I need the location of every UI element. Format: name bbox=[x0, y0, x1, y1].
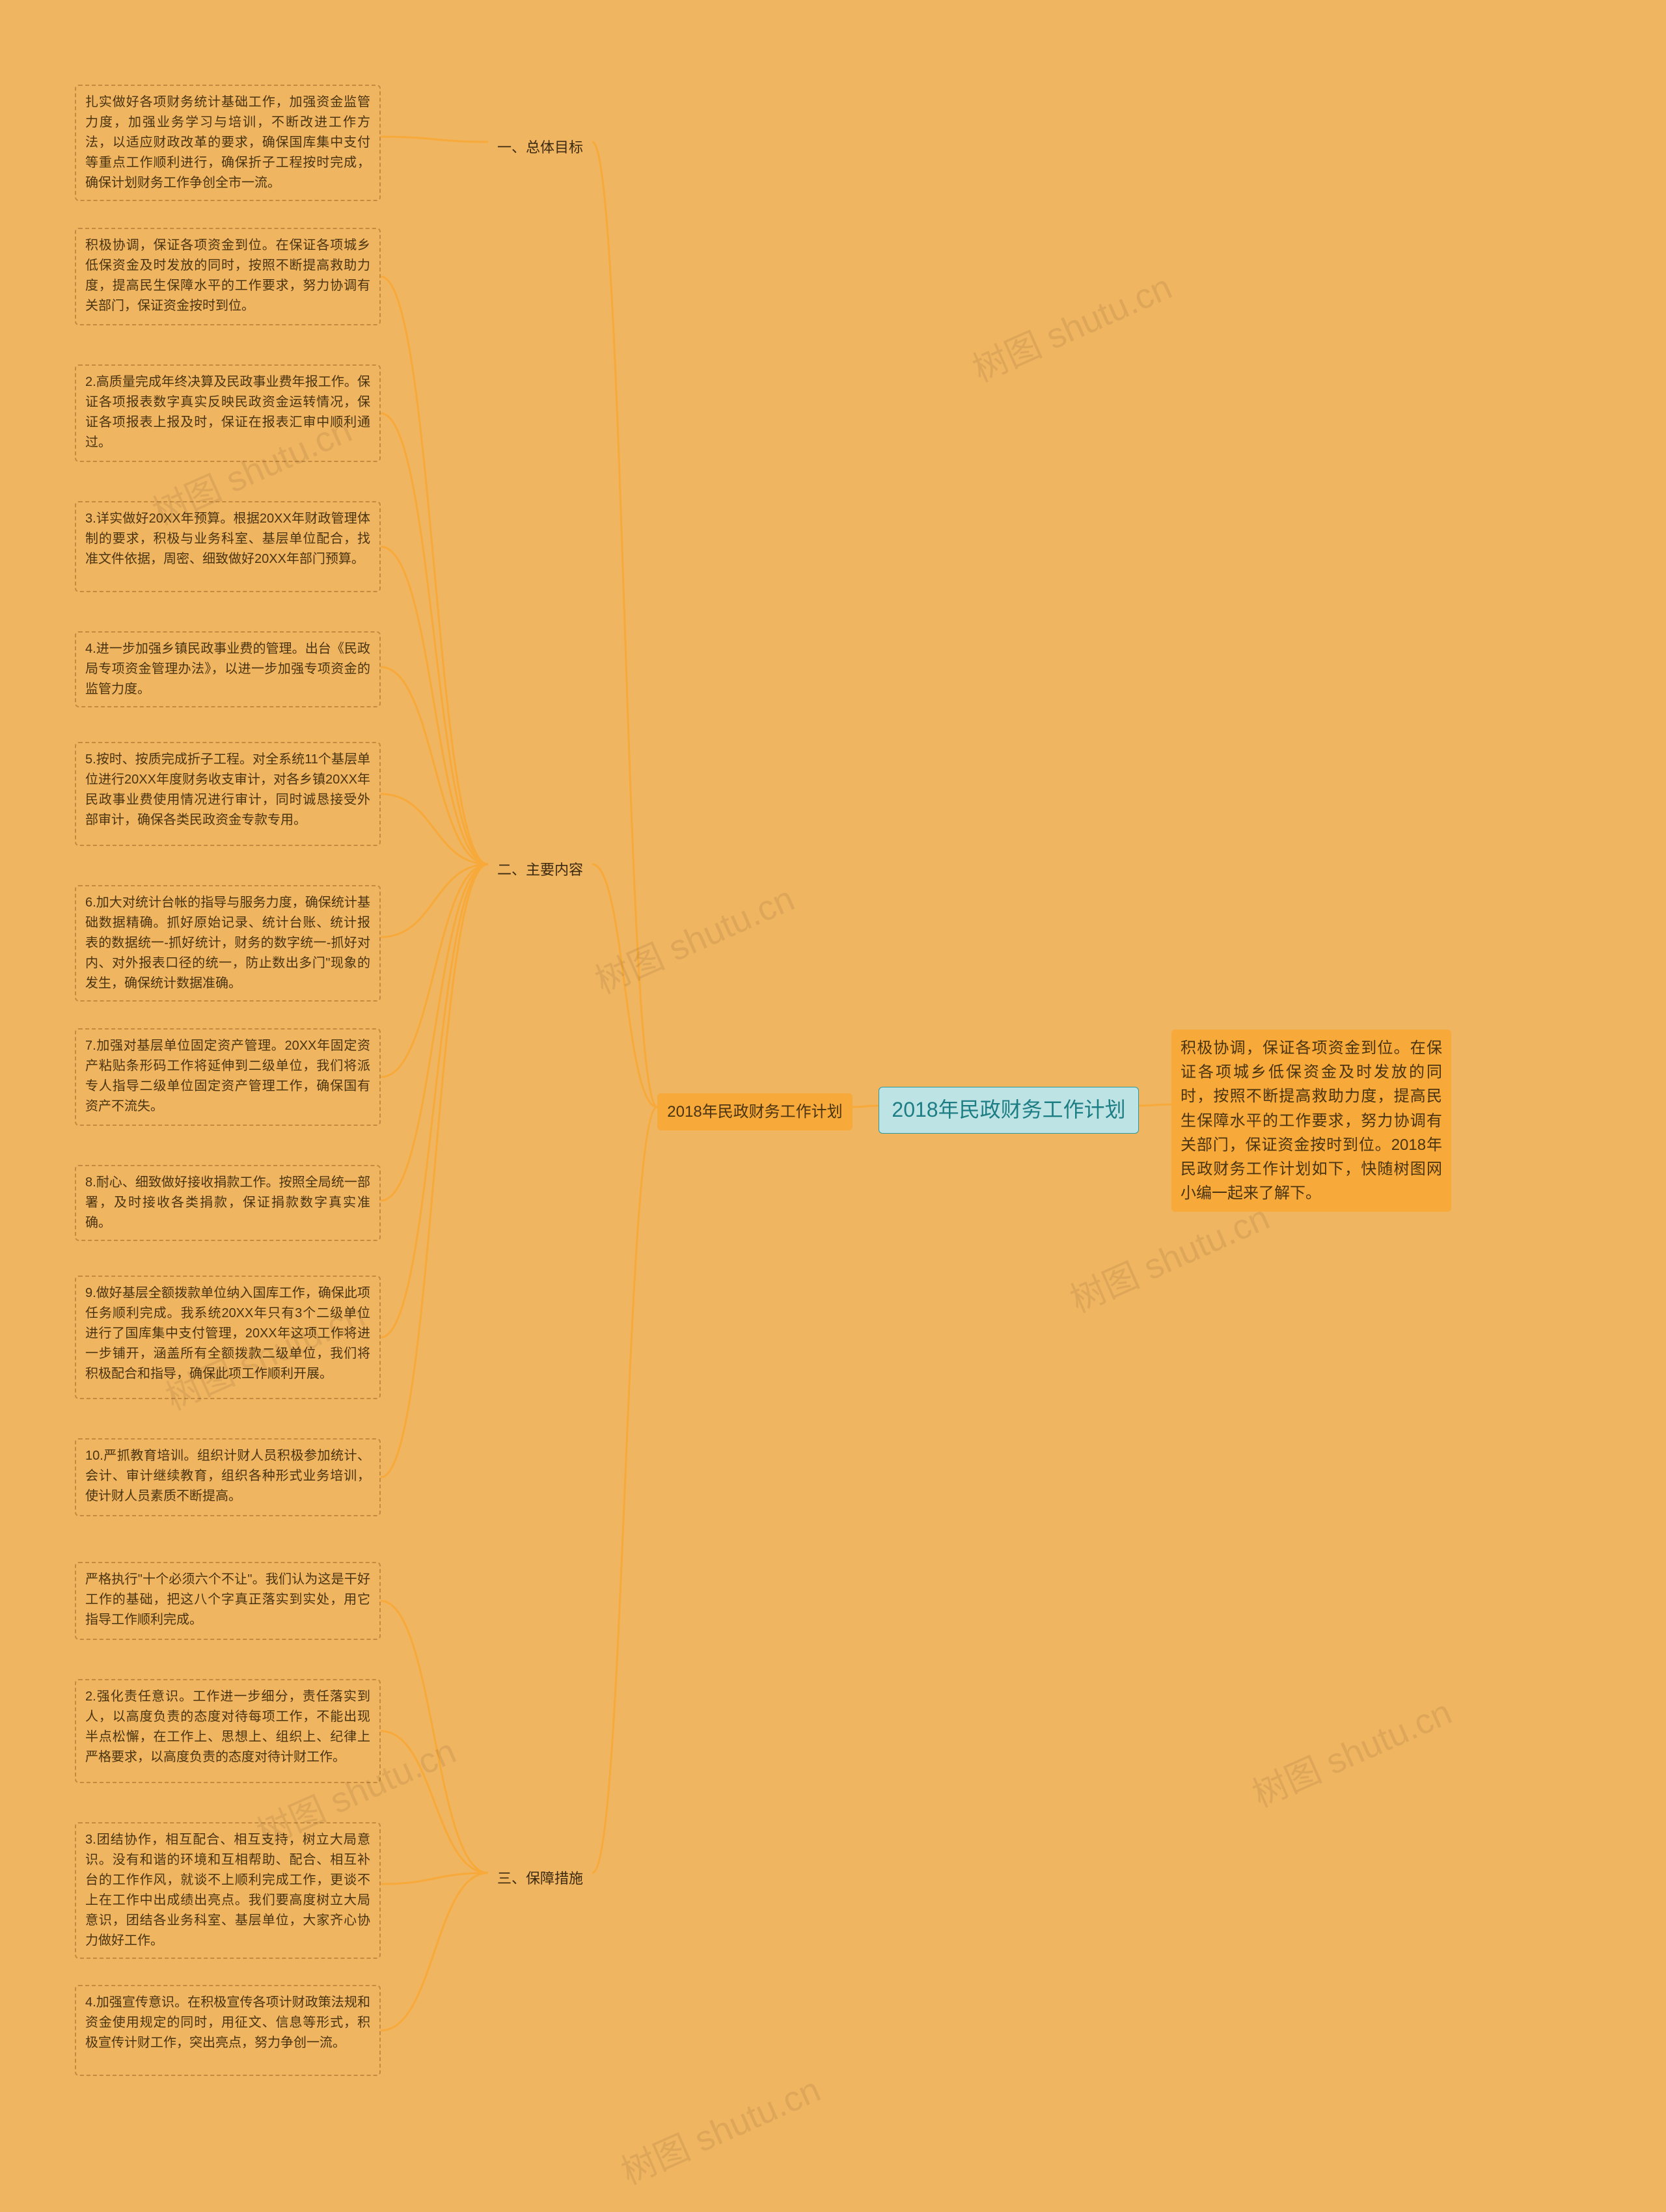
watermark: 树图 shutu.cn bbox=[612, 2061, 827, 2194]
leaf-text: 4.进一步加强乡镇民政事业费的管理。出台《民政局专项资金管理办法》，以进一步加强… bbox=[85, 642, 370, 696]
leaf-node[interactable]: 扎实做好各项财务统计基础工作，加强资金监管力度，加强业务学习与培训，不断改进工作… bbox=[75, 85, 381, 201]
watermark: 树图 shutu.cn bbox=[963, 258, 1179, 392]
leaf-text: 6.加大对统计台帐的指导与服务力度，确保统计基础数据精确。抓好原始记录、统计台账… bbox=[85, 895, 370, 990]
leaf-node[interactable]: 4.进一步加强乡镇民政事业费的管理。出台《民政局专项资金管理办法》，以进一步加强… bbox=[75, 631, 381, 707]
section-node[interactable]: 一、总体目标 bbox=[488, 130, 592, 165]
section-node[interactable]: 三、保障措施 bbox=[488, 1861, 592, 1896]
leaf-text: 8.耐心、细致做好接收捐款工作。按照全局统一部署，及时接收各类捐款，保证捐款数字… bbox=[85, 1175, 370, 1230]
section-label: 三、保障措施 bbox=[497, 1870, 583, 1887]
leaf-node[interactable]: 7.加强对基层单位固定资产管理。20XX年固定资产粘贴条形码工作将延伸到二级单位… bbox=[75, 1028, 381, 1126]
leaf-node[interactable]: 9.做好基层全额拨款单位纳入国库工作，确保此项任务顺利完成。我系统20XX年只有… bbox=[75, 1276, 381, 1399]
leaf-text: 积极协调，保证各项资金到位。在保证各项城乡低保资金及时发放的同时，按照不断提高救… bbox=[85, 238, 370, 313]
leaf-node[interactable]: 3.团结协作，相互配合、相互支持，树立大局意识。没有和谐的环境和互相帮助、配合、… bbox=[75, 1822, 381, 1959]
watermark: 树图 shutu.cn bbox=[1243, 1684, 1458, 1817]
desc-right-text: 积极协调，保证各项资金到位。在保证各项城乡低保资金及时发放的同时，按照不断提高救… bbox=[1181, 1039, 1442, 1202]
desc-right-node[interactable]: 积极协调，保证各项资金到位。在保证各项城乡低保资金及时发放的同时，按照不断提高救… bbox=[1171, 1030, 1451, 1212]
level1-left-node[interactable]: 2018年民政财务工作计划 bbox=[657, 1093, 853, 1130]
section-label: 二、主要内容 bbox=[497, 862, 583, 878]
leaf-node[interactable]: 3.详实做好20XX年预算。根据20XX年财政管理体制的要求，积极与业务科室、基… bbox=[75, 501, 381, 592]
leaf-node[interactable]: 严格执行"十个必须六个不让"。我们认为这是干好工作的基础，把这八个字真正落实到实… bbox=[75, 1562, 381, 1640]
leaf-text: 2.高质量完成年终决算及民政事业费年报工作。保证各项报表数字真实反映民政资金运转… bbox=[85, 375, 370, 450]
leaf-text: 2.强化责任意识。工作进一步细分，责任落实到人，以高度负责的态度对待每项工作，不… bbox=[85, 1689, 370, 1764]
section-node[interactable]: 二、主要内容 bbox=[488, 853, 592, 888]
section-label: 一、总体目标 bbox=[497, 139, 583, 156]
leaf-node[interactable]: 2.强化责任意识。工作进一步细分，责任落实到人，以高度负责的态度对待每项工作，不… bbox=[75, 1679, 381, 1783]
leaf-node[interactable]: 8.耐心、细致做好接收捐款工作。按照全局统一部署，及时接收各类捐款，保证捐款数字… bbox=[75, 1165, 381, 1241]
leaf-node[interactable]: 5.按时、按质完成折子工程。对全系统11个基层单位进行20XX年度财务收支审计，… bbox=[75, 742, 381, 846]
leaf-text: 严格执行"十个必须六个不让"。我们认为这是干好工作的基础，把这八个字真正落实到实… bbox=[85, 1572, 370, 1627]
root-node[interactable]: 2018年民政财务工作计划 bbox=[879, 1087, 1139, 1134]
leaf-text: 9.做好基层全额拨款单位纳入国库工作，确保此项任务顺利完成。我系统20XX年只有… bbox=[85, 1286, 370, 1381]
leaf-text: 3.团结协作，相互配合、相互支持，树立大局意识。没有和谐的环境和互相帮助、配合、… bbox=[85, 1833, 370, 1948]
leaf-text: 7.加强对基层单位固定资产管理。20XX年固定资产粘贴条形码工作将延伸到二级单位… bbox=[85, 1039, 370, 1113]
leaf-text: 5.按时、按质完成折子工程。对全系统11个基层单位进行20XX年度财务收支审计，… bbox=[85, 752, 370, 827]
leaf-text: 10.严抓教育培训。组织计财人员积极参加统计、会计、审计继续教育，组织各种形式业… bbox=[85, 1449, 370, 1503]
level1-left-label: 2018年民政财务工作计划 bbox=[667, 1103, 842, 1121]
watermark: 树图 shutu.cn bbox=[586, 870, 801, 1004]
leaf-text: 4.加强宣传意识。在积极宣传各项计财政策法规和资金使用规定的同时，用征文、信息等… bbox=[85, 1995, 370, 2050]
leaf-node[interactable]: 4.加强宣传意识。在积极宣传各项计财政策法规和资金使用规定的同时，用征文、信息等… bbox=[75, 1985, 381, 2076]
leaf-text: 3.详实做好20XX年预算。根据20XX年财政管理体制的要求，积极与业务科室、基… bbox=[85, 512, 370, 566]
leaf-node[interactable]: 积极协调，保证各项资金到位。在保证各项城乡低保资金及时发放的同时，按照不断提高救… bbox=[75, 228, 381, 325]
leaf-node[interactable]: 2.高质量完成年终决算及民政事业费年报工作。保证各项报表数字真实反映民政资金运转… bbox=[75, 364, 381, 462]
root-label: 2018年民政财务工作计划 bbox=[892, 1098, 1125, 1121]
leaf-node[interactable]: 10.严抓教育培训。组织计财人员积极参加统计、会计、审计继续教育，组织各种形式业… bbox=[75, 1438, 381, 1516]
leaf-node[interactable]: 6.加大对统计台帐的指导与服务力度，确保统计基础数据精确。抓好原始记录、统计台账… bbox=[75, 885, 381, 1002]
leaf-text: 扎实做好各项财务统计基础工作，加强资金监管力度，加强业务学习与培训，不断改进工作… bbox=[85, 95, 370, 190]
